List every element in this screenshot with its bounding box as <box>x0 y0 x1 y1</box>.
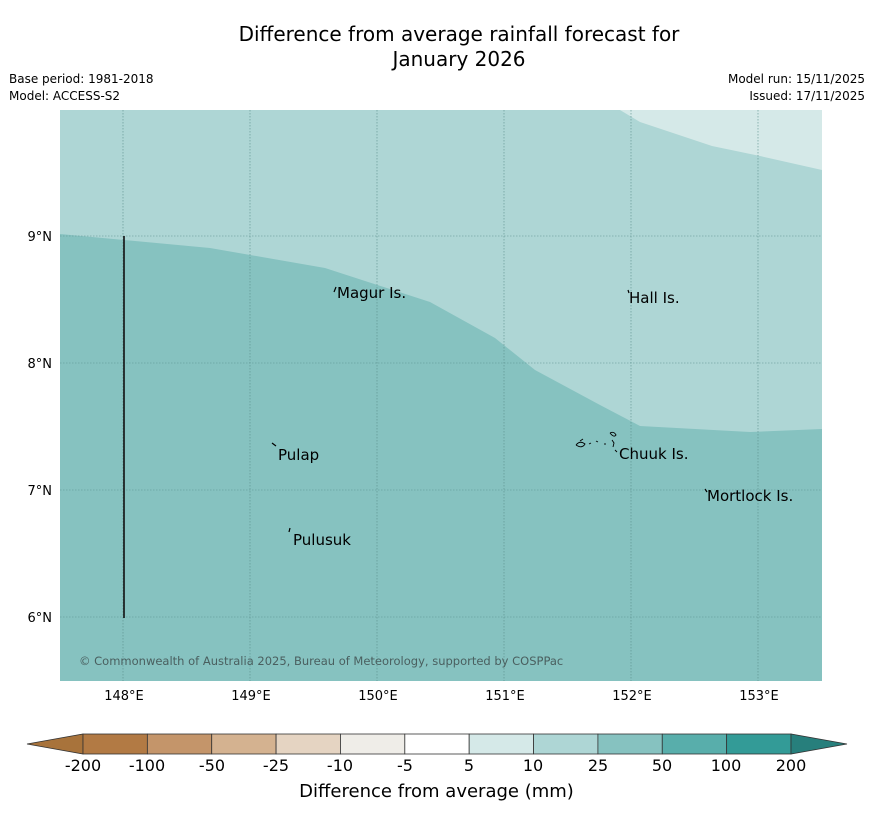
colorbar-label-m100: -100 <box>128 756 166 775</box>
colorbar-label-m200: -200 <box>64 756 102 775</box>
lat-tick-6: 6°N <box>28 611 53 626</box>
colorbar <box>26 733 848 755</box>
chuuk-islet-3 <box>588 442 592 445</box>
colorbar-label-10: 10 <box>522 756 544 775</box>
place-label-pulusuk: Pulusuk <box>293 531 351 549</box>
lat-tick-9: 9°N <box>28 230 53 245</box>
colorbar-label-25: 25 <box>587 756 609 775</box>
place-label-pulap: Pulap <box>278 446 319 464</box>
lon-tick-151: 151°E <box>485 689 525 704</box>
place-label-chuuk: Chuuk Is. <box>619 445 688 463</box>
colorbar-segment-11 <box>726 733 792 755</box>
lat-tick-7: 7°N <box>28 484 53 499</box>
colorbar-label-5: 5 <box>463 756 475 775</box>
island-marks <box>271 286 708 533</box>
place-label-hall: Hall Is. <box>629 289 680 307</box>
colorbar-label-m50: -50 <box>198 756 226 775</box>
gridlines <box>60 110 822 681</box>
band-5-10 <box>620 110 822 170</box>
issued-label: Issued: 17/11/2025 <box>749 89 865 103</box>
chuuk-islet-6 <box>609 431 617 437</box>
colorbar-segment-10 <box>661 733 728 755</box>
colorbar-segment-7 <box>468 733 534 755</box>
mortlock-island-mark <box>704 488 708 493</box>
colorbar-label-50: 50 <box>651 756 673 775</box>
copyright-notice: © Commonwealth of Australia 2025, Bureau… <box>79 654 563 668</box>
pulusuk-island-mark <box>288 527 291 533</box>
pulap-island-mark <box>271 442 277 447</box>
chuuk-islet-8 <box>614 449 618 453</box>
title-line-1: Difference from average rainfall forecas… <box>238 22 680 46</box>
colorbar-segment-6 <box>404 733 470 755</box>
colorbar-segment-3 <box>211 733 277 755</box>
lon-tick-153: 153°E <box>739 689 779 704</box>
lon-tick-152: 152°E <box>612 689 652 704</box>
model-run-label: Model run: 15/11/2025 <box>727 72 865 86</box>
colorbar-label-200: 200 <box>775 756 807 775</box>
colorbar-segment-1 <box>82 733 148 755</box>
model-label: Model: ACCESS-S2 <box>9 89 121 103</box>
chuuk-islet-4 <box>595 440 599 443</box>
colorbar-label-m5: -5 <box>397 756 413 775</box>
title-line-2: January 2026 <box>392 47 526 71</box>
colorbar-segment-2 <box>146 733 213 755</box>
colorbar-segment-5 <box>340 733 406 755</box>
meta-right: Model run: 15/11/2025 Issued: 17/11/2025 <box>728 71 865 105</box>
colorbar-title: Difference from average (mm) <box>299 781 574 802</box>
lon-tick-148: 148°E <box>104 689 144 704</box>
place-label-mortlock: Mortlock Is. <box>707 487 793 505</box>
lat-tick-8: 8°N <box>28 357 53 372</box>
meta-left: Base period: 1981-2018 Model: ACCESS-S2 <box>9 71 154 105</box>
hall-island-mark <box>627 289 630 294</box>
colorbar-segment-8 <box>533 733 599 755</box>
chuuk-lagoon-islands <box>575 431 618 453</box>
chuuk-islet-2 <box>579 438 584 442</box>
colorbar-label-m10: -10 <box>326 756 354 775</box>
lon-tick-150: 150°E <box>358 689 398 704</box>
colorbar-label-m25: -25 <box>262 756 290 775</box>
map-title: Difference from average rainfall forecas… <box>0 22 873 72</box>
lon-tick-149: 149°E <box>231 689 271 704</box>
chuuk-islet-7 <box>611 439 615 448</box>
band-10-25 <box>60 110 822 432</box>
colorbar-segment-9 <box>597 733 663 755</box>
place-label-magur: Magur Is. <box>337 284 406 302</box>
colorbar-label-100: 100 <box>710 756 742 775</box>
colorbar-segment-4 <box>275 733 341 755</box>
colorbar-extend-high <box>790 733 848 755</box>
colorbar-extend-low <box>26 733 84 755</box>
chuuk-islet-1 <box>575 441 586 448</box>
base-period-label: Base period: 1981-2018 <box>9 72 154 86</box>
magur-island-mark <box>333 286 337 293</box>
